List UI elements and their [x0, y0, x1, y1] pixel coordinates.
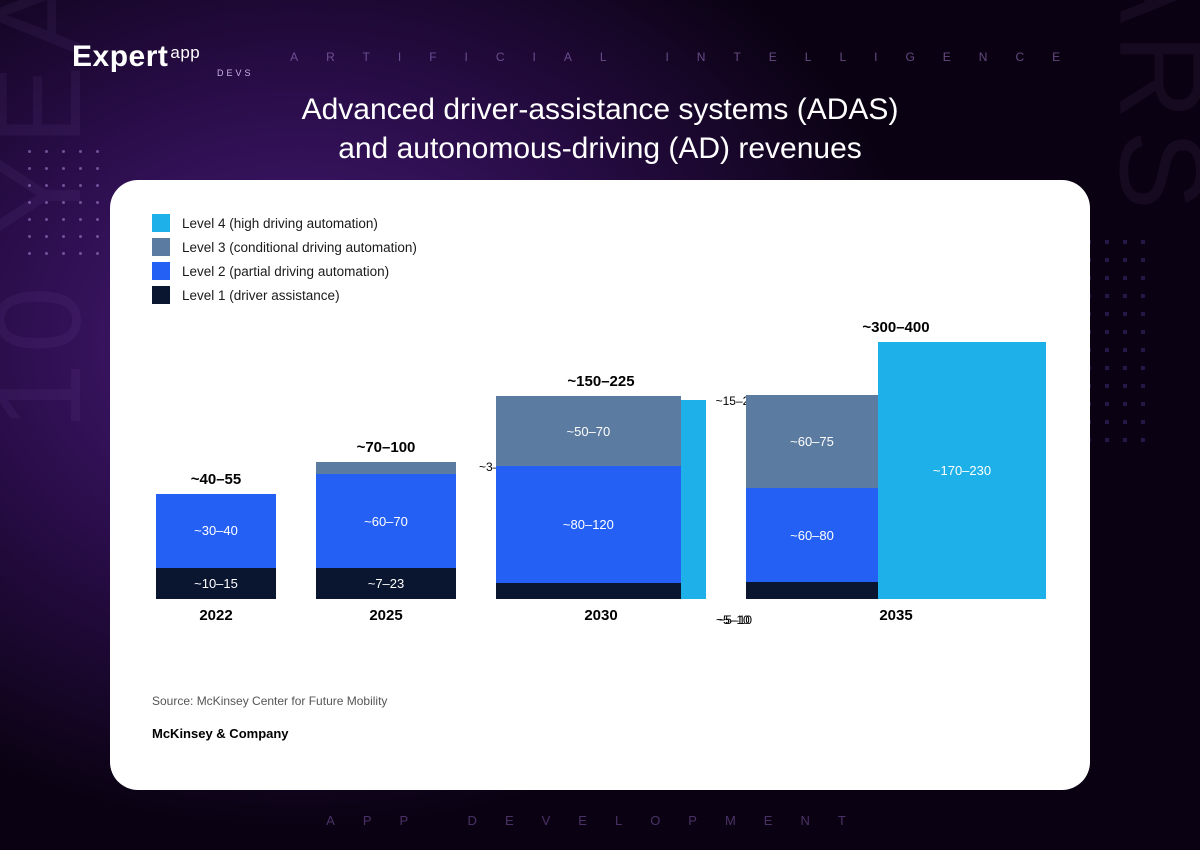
legend-swatch: [152, 238, 170, 256]
bar-segment: ~30–40: [156, 494, 276, 568]
logo-app: app: [170, 43, 200, 63]
bar-column: ~80–120 ~50–70: [496, 396, 681, 599]
segment-label: ~80–120: [563, 517, 614, 532]
x-axis-label: 2035: [879, 607, 912, 624]
bar-column: ~60–80 ~60–75: [746, 395, 878, 599]
bar-segment: ~60–70: [316, 474, 456, 568]
brand-text: McKinsey & Company: [152, 726, 1048, 741]
bar-segment: ~50–70: [496, 396, 681, 466]
logo-main: Expert: [72, 40, 168, 74]
group-total-label: ~70–100: [357, 439, 416, 456]
segment-label: ~50–70: [567, 424, 611, 439]
chart-area: ~40–55 ~10–15 ~30–40 2022 ~70–100 ~7–23 ~60–70…: [152, 314, 1048, 674]
bar-segment: ~60–75: [746, 395, 878, 489]
bar-group: ~150–225~80–120~50–70~15–25~5–102030: [496, 373, 706, 624]
chart-card: Level 4 (high driving automation) Level 3…: [110, 180, 1090, 790]
legend-item: Level 1 (driver assistance): [152, 286, 1048, 304]
stacked-bar-chart: ~40–55 ~10–15 ~30–40 2022 ~70–100 ~7–23 ~60–70…: [152, 314, 1048, 624]
bar-group: ~300–400~60–80~60–75~170–230~5–102035: [746, 319, 1046, 624]
logo-devs: DEVS: [217, 68, 254, 78]
callout-label: ~5–10: [716, 613, 750, 627]
legend-label: Level 4 (high driving automation): [182, 216, 378, 231]
legend-swatch: [152, 262, 170, 280]
group-total-label: ~300–400: [862, 319, 929, 336]
segment-label: ~60–75: [790, 434, 834, 449]
footer-text: APP DEVELOPMENT: [0, 813, 1200, 828]
bar-segment: ~170–230: [878, 342, 1046, 599]
page-title: Advanced driver-assistance systems (ADAS…: [0, 90, 1200, 168]
legend-label: Level 2 (partial driving automation): [182, 264, 389, 279]
group-total-label: ~40–55: [191, 471, 241, 488]
bar-column: [681, 400, 706, 599]
bar-segment: [681, 400, 706, 599]
bar-segment: ~80–120: [496, 466, 681, 583]
segment-label: ~170–230: [933, 463, 991, 478]
group-total-label: ~150–225: [567, 373, 634, 390]
bar-stack-wrap: ~60–80~60–75~170–230~5–10: [746, 342, 1046, 599]
bar-group: ~40–55 ~10–15 ~30–40 2022: [156, 471, 276, 624]
bar-column: ~10–15 ~30–40: [156, 494, 276, 599]
title-line-2: and autonomous-driving (AD) revenues: [0, 129, 1200, 168]
bar-stack-wrap: ~10–15 ~30–40: [156, 494, 276, 599]
legend-label: Level 1 (driver assistance): [182, 288, 340, 303]
title-line-1: Advanced driver-assistance systems (ADAS…: [0, 90, 1200, 129]
segment-label: ~7–23: [368, 576, 405, 591]
bar-segment: ~7–23: [316, 568, 456, 599]
bar-segment: ~60–80: [746, 488, 878, 582]
legend-label: Level 3 (conditional driving automation): [182, 240, 417, 255]
segment-label: ~30–40: [194, 523, 238, 538]
bar-column: ~170–230: [878, 342, 1046, 599]
logo: Expertapp DEVS: [72, 40, 200, 74]
legend: Level 4 (high driving automation) Level 3…: [152, 214, 1048, 304]
tagline: ARTIFICIAL INTELLIGENCE: [250, 50, 1128, 64]
bar-stack-wrap: ~7–23~60–70~3–7: [316, 462, 456, 599]
x-axis-label: 2025: [369, 607, 402, 624]
legend-item: Level 4 (high driving automation): [152, 214, 1048, 232]
legend-swatch: [152, 214, 170, 232]
bar-segment: [746, 582, 878, 599]
x-axis-label: 2022: [199, 607, 232, 624]
segment-label: ~10–15: [194, 576, 238, 591]
legend-item: Level 2 (partial driving automation): [152, 262, 1048, 280]
source-text: Source: McKinsey Center for Future Mobil…: [152, 694, 1048, 708]
bar-column: ~7–23 ~60–70: [316, 462, 456, 599]
bar-segment: ~10–15: [156, 568, 276, 599]
segment-label: ~60–70: [364, 514, 408, 529]
bar-group: ~70–100~7–23~60–70~3–72025: [316, 439, 456, 624]
bar-segment: [496, 583, 681, 599]
bar-segment: [316, 462, 456, 474]
segment-label: ~60–80: [790, 528, 834, 543]
legend-swatch: [152, 286, 170, 304]
bar-stack-wrap: ~80–120~50–70~15–25~5–10: [496, 396, 706, 599]
x-axis-label: 2030: [584, 607, 617, 624]
legend-item: Level 3 (conditional driving automation): [152, 238, 1048, 256]
top-bar: Expertapp DEVS ARTIFICIAL INTELLIGENCE: [72, 40, 1128, 74]
